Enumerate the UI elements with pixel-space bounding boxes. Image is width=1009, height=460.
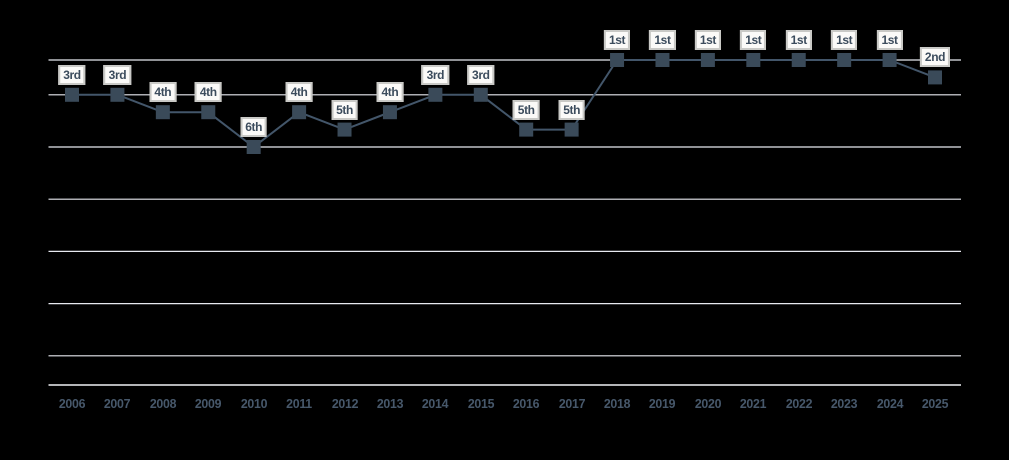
x-tick-label-2012: 2012 [331, 396, 358, 411]
x-tick-label-2022: 2022 [785, 396, 813, 411]
point-label-2008: 4th [149, 82, 177, 103]
point-label-2024: 1st [876, 30, 903, 50]
x-tick-label-2008: 2008 [149, 396, 177, 411]
data-point-marker-2017 [564, 122, 579, 137]
data-point-marker-2008 [155, 105, 170, 120]
point-label-2016: 5th [512, 99, 540, 120]
x-tick-label-2021: 2021 [740, 396, 767, 411]
x-tick-label-2014: 2014 [422, 396, 449, 411]
data-point-marker-2023 [837, 53, 852, 67]
point-label-2018: 1st [603, 30, 631, 50]
x-tick-label-2013: 2013 [376, 396, 404, 411]
point-label-2021: 1st [740, 30, 767, 50]
x-tick-label-2018: 2018 [603, 396, 631, 411]
x-tick-label-2010: 2010 [240, 396, 267, 411]
data-point-marker-2018 [610, 53, 625, 67]
point-label-2013: 4th [376, 82, 404, 103]
x-tick-label-2017: 2017 [558, 396, 585, 411]
data-point-marker-2009 [201, 105, 216, 120]
data-point-marker-2013 [382, 105, 397, 120]
data-point-marker-2016 [519, 122, 534, 137]
data-point-marker-2022 [791, 53, 806, 67]
data-point-marker-2021 [746, 53, 761, 67]
x-tick-label-2015: 2015 [467, 396, 495, 411]
x-tick-label-2019: 2019 [649, 396, 676, 411]
data-point-marker-2006 [65, 87, 79, 102]
point-label-2010: 6th [240, 117, 268, 137]
point-label-2025: 2nd [919, 47, 951, 68]
point-label-2012: 5th [331, 99, 358, 120]
point-label-2006: 3rd [58, 64, 86, 85]
data-point-marker-2007 [110, 87, 125, 102]
point-label-2022: 1st [785, 30, 812, 50]
rank-trend-line [72, 59, 936, 148]
x-tick-label-2007: 2007 [104, 396, 131, 411]
data-point-marker-2014 [428, 87, 443, 102]
data-point-marker-2019 [655, 53, 670, 67]
data-point-marker-2015 [473, 87, 488, 102]
point-label-2014: 3rd [421, 64, 450, 85]
point-label-2023: 1st [831, 30, 858, 50]
x-tick-label-2024: 2024 [876, 396, 903, 411]
data-point-marker-2024 [882, 53, 897, 67]
data-point-marker-2011 [292, 105, 307, 120]
point-label-2017: 5th [558, 99, 586, 120]
point-label-2015: 3rd [467, 64, 495, 85]
x-tick-label-2006: 2006 [58, 396, 86, 411]
data-point-marker-2012 [337, 122, 352, 137]
x-tick-label-2016: 2016 [513, 396, 540, 411]
x-tick-label-2011: 2011 [286, 396, 312, 411]
point-label-2009: 4th [194, 82, 222, 103]
point-label-2007: 3rd [103, 64, 132, 85]
point-label-2019: 1st [649, 30, 676, 50]
point-label-2011: 4th [285, 82, 313, 103]
x-tick-label-2025: 2025 [921, 396, 949, 411]
x-tick-label-2009: 2009 [195, 396, 222, 411]
data-point-marker-2020 [700, 53, 715, 67]
point-label-2020: 1st [694, 30, 721, 50]
data-point-marker-2010 [246, 140, 261, 154]
x-tick-label-2020: 2020 [694, 396, 722, 411]
x-tick-label-2023: 2023 [830, 396, 858, 411]
data-point-marker-2025 [928, 70, 942, 85]
